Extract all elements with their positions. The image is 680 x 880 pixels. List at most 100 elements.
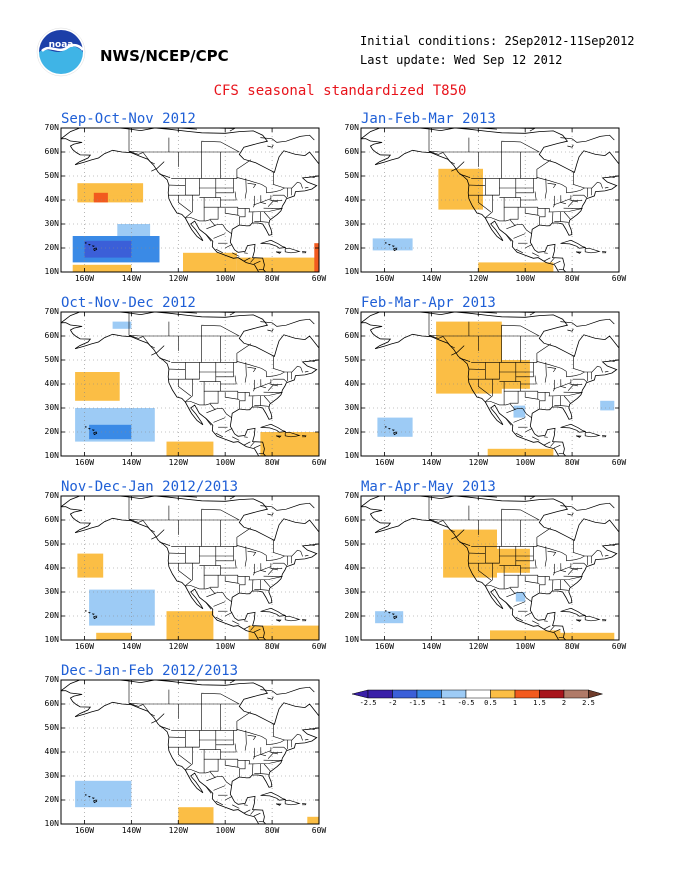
anomaly-region [75, 780, 132, 808]
map-panel-son: 70N 60N 50N 40N 30N 20N 10N 160W 140W 120W 100W 80W… [45, 123, 327, 283]
color-scale-legend: -2.5 -2 -1.5 -1 -0.5 0.5 1 1.5 2 2.5 [351, 688, 630, 716]
lat-tick-label: 60N [44, 515, 59, 524]
map-panel-ndj: 70N 60N 50N 40N 30N 20N 10N 160W 140W 120W 100W 80W… [45, 491, 327, 651]
lon-tick-label: 120W [468, 458, 488, 467]
lat-tick-label: 20N [44, 795, 59, 804]
anomaly-region [560, 632, 615, 640]
anomaly-region [77, 553, 104, 578]
anomaly-region [314, 243, 319, 272]
lat-tick-label: 30N [44, 587, 59, 596]
lat-tick-label: 10N [44, 267, 59, 276]
colorbar [351, 689, 604, 699]
lat-tick-label: 10N [44, 451, 59, 460]
anomaly-region [307, 816, 319, 824]
lon-tick-label: 60W [611, 274, 627, 283]
anomaly-region [478, 262, 554, 272]
lon-tick-label: 100W [215, 458, 235, 467]
lon-tick-label: 80W [264, 826, 280, 835]
svg-text:noaa: noaa [49, 40, 74, 50]
map-canvas [360, 495, 620, 641]
colorbar-label: 2 [561, 699, 567, 707]
lat-tick-label: 40N [44, 563, 59, 572]
colorbar-label: -1 [437, 699, 446, 707]
lon-tick-label: 120W [168, 458, 188, 467]
lat-tick-label: 50N [344, 355, 359, 364]
colorbar-segment [392, 689, 418, 699]
map-canvas [60, 311, 320, 457]
colorbar-label: -1.5 [408, 699, 426, 707]
colorbar-segment [367, 689, 393, 699]
lon-tick-label: 100W [515, 274, 535, 283]
colorbar-label: 1.5 [533, 699, 546, 707]
anomaly-region [487, 448, 554, 456]
colorbar-label: 0.5 [484, 699, 497, 707]
lat-tick-label: 10N [344, 451, 359, 460]
panel-title-jfm: Jan-Feb-Mar 2013 [361, 111, 496, 127]
lat-tick-label: 60N [344, 515, 359, 524]
lat-tick-label: 70N [344, 123, 359, 132]
lon-tick-label: 160W [374, 642, 395, 651]
anomaly-region [600, 400, 615, 411]
lon-tick-label: 140W [421, 458, 441, 467]
lat-tick-label: 70N [44, 123, 59, 132]
lon-tick-label: 100W [215, 642, 235, 651]
lon-tick-label: 80W [564, 458, 580, 467]
map-panel-fma: 70N 60N 50N 40N 30N 20N 10N 160W 140W 120W 100W 80W… [345, 307, 627, 467]
lon-tick-label: 140W [121, 458, 141, 467]
anomaly-region [75, 372, 120, 401]
colorbar-segment [514, 689, 540, 699]
anomaly-region [260, 432, 319, 456]
anomaly-region [166, 611, 214, 640]
anomaly-region [84, 240, 132, 258]
lat-tick-label: 40N [44, 195, 59, 204]
lat-tick-label: 20N [44, 611, 59, 620]
anomaly-region [96, 632, 132, 640]
lon-tick-label: 140W [421, 274, 441, 283]
lat-tick-label: 10N [44, 819, 59, 828]
anomaly-region [515, 592, 526, 602]
anomaly-region [178, 807, 214, 824]
lat-tick-label: 40N [344, 563, 359, 572]
lat-tick-label: 50N [44, 723, 59, 732]
lat-tick-label: 60N [44, 147, 59, 156]
colorbar-segment [465, 689, 491, 699]
lat-tick-label: 30N [344, 403, 359, 412]
lon-tick-label: 100W [215, 826, 235, 835]
lat-tick-label: 40N [344, 195, 359, 204]
anomaly-region [93, 192, 108, 203]
colorbar-segment [416, 689, 442, 699]
lon-tick-label: 160W [74, 826, 95, 835]
lat-tick-label: 50N [44, 539, 59, 548]
lon-tick-label: 160W [74, 458, 95, 467]
map-canvas [360, 127, 620, 273]
anomaly-region [375, 611, 404, 624]
panel-title-fma: Feb-Mar-Apr 2013 [361, 295, 496, 311]
lat-tick-label: 50N [44, 355, 59, 364]
map-canvas [60, 127, 320, 273]
lon-tick-label: 160W [74, 274, 95, 283]
colorbar-segment [563, 689, 589, 699]
panel-title-djf: Dec-Jan-Feb 2012/2013 [61, 663, 239, 679]
lat-tick-label: 50N [344, 171, 359, 180]
lon-tick-label: 120W [168, 274, 188, 283]
lon-tick-label: 140W [121, 274, 141, 283]
lat-tick-label: 30N [44, 403, 59, 412]
lat-tick-label: 40N [44, 747, 59, 756]
lon-tick-label: 60W [311, 642, 327, 651]
lat-tick-label: 60N [44, 699, 59, 708]
lon-tick-label: 60W [311, 826, 327, 835]
lon-tick-label: 140W [121, 826, 141, 835]
lat-tick-label: 70N [44, 491, 59, 500]
lat-tick-label: 70N [344, 491, 359, 500]
lon-tick-label: 120W [168, 642, 188, 651]
anomaly-region [438, 168, 483, 210]
lat-tick-label: 40N [344, 379, 359, 388]
lat-tick-label: 30N [344, 587, 359, 596]
figure-title: CFS seasonal standardized T850 [213, 83, 467, 99]
map-panel-mam: 70N 60N 50N 40N 30N 20N 10N 160W 140W 120W 100W 80W… [345, 491, 627, 651]
lon-tick-label: 60W [311, 458, 327, 467]
lat-tick-label: 70N [344, 307, 359, 316]
lat-tick-label: 20N [344, 427, 359, 436]
anomaly-region [248, 625, 319, 640]
lon-tick-label: 160W [374, 274, 395, 283]
